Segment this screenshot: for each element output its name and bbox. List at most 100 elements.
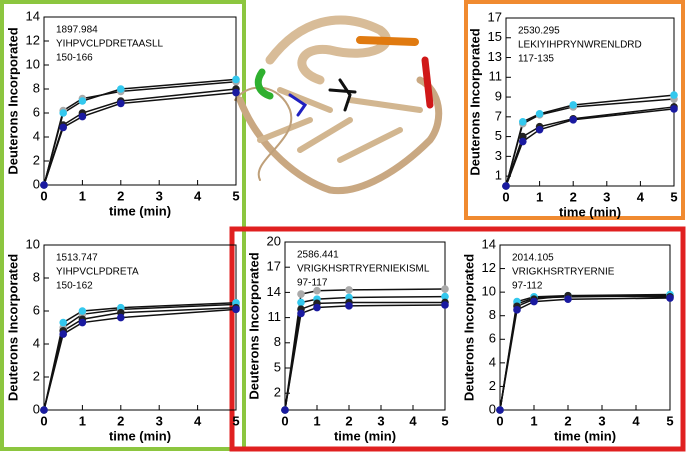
data-point <box>513 306 521 314</box>
x-tick-label: 3 <box>603 189 610 204</box>
x-tick-label: 5 <box>232 188 239 203</box>
annotation: 2014.105 <box>512 253 554 264</box>
x-tick-label: 1 <box>536 189 543 204</box>
y-tick-label: 13 <box>488 49 502 64</box>
x-tick-label: 1 <box>79 188 86 203</box>
annotation: VRIGKHSRTRYERNIE <box>512 267 615 278</box>
y-tick-label: 0 <box>489 401 496 416</box>
y-tick-label: 8 <box>33 269 40 284</box>
data-point <box>441 301 449 309</box>
x-tick-label: 0 <box>496 413 503 428</box>
y-tick-label: 11 <box>268 309 282 324</box>
fit-line <box>505 108 675 187</box>
annotation: 1897.984 <box>56 25 98 36</box>
x-tick-label: 0 <box>40 413 47 428</box>
data-point <box>78 307 87 315</box>
x-axis-label: time (min) <box>334 428 396 443</box>
x-tick-label: 2 <box>345 413 352 428</box>
plot-frame <box>43 16 237 186</box>
helix <box>265 15 391 85</box>
y-tick-label: 14 <box>26 8 40 23</box>
data-point <box>40 181 48 189</box>
annotation: 2530.295 <box>518 26 560 37</box>
fit-line <box>499 297 671 411</box>
sheet <box>257 87 423 163</box>
y-tick-label: 17 <box>267 259 281 274</box>
data-point <box>78 97 87 105</box>
data-point <box>40 406 48 414</box>
x-axis-label: time (min) <box>109 428 171 443</box>
y-tick-label: 5 <box>495 128 502 143</box>
x-tick-label: 3 <box>156 413 163 428</box>
y-tick-label: 0 <box>33 401 40 416</box>
y-tick-label: 4 <box>489 354 496 369</box>
x-tick-label: 4 <box>632 413 640 428</box>
x-tick-label: 0 <box>502 189 509 204</box>
y-tick-label: 0 <box>33 176 40 191</box>
fit-line <box>499 293 671 411</box>
annotation: 2586.441 <box>297 250 339 261</box>
x-tick-label: 2 <box>117 188 124 203</box>
y-tick-label: 15 <box>488 29 502 44</box>
data-point <box>535 110 544 118</box>
x-tick-label: 3 <box>598 413 605 428</box>
x-tick-label: 4 <box>194 413 202 428</box>
fit-line <box>499 294 671 411</box>
data-point <box>569 101 577 109</box>
data-point <box>232 88 240 97</box>
fit-line <box>43 306 237 411</box>
y-tick-label: 10 <box>26 56 40 71</box>
x-axis-label: time (min) <box>559 204 621 219</box>
fit-line <box>43 81 237 186</box>
data-point <box>281 406 289 414</box>
x-tick-label: 5 <box>441 413 448 428</box>
data-point <box>535 125 544 134</box>
y-tick-label: 11 <box>489 69 503 84</box>
green-helix <box>254 68 274 100</box>
y-tick-label: 12 <box>26 32 40 47</box>
data-point <box>117 85 125 93</box>
y-tick-label: 8 <box>33 80 40 95</box>
plot-frame <box>284 241 446 411</box>
data-point <box>519 117 527 126</box>
x-tick-label: 4 <box>637 189 645 204</box>
data-point <box>530 297 538 306</box>
annotation: YIHPVCLPDRETA <box>56 267 139 278</box>
x-axis-label: time (min) <box>109 203 171 218</box>
y-tick-label: 14 <box>267 284 281 299</box>
fit-line <box>284 295 446 411</box>
fit-line <box>284 301 445 411</box>
y-tick-label: 14 <box>482 236 496 251</box>
data-point <box>496 406 504 414</box>
x-tick-label: 5 <box>666 413 673 428</box>
y-tick-label: 5 <box>274 359 281 374</box>
x-axis-label: time (min) <box>554 428 616 443</box>
y-tick-label: 2 <box>33 152 40 167</box>
y-tick-label: 2 <box>33 368 40 383</box>
data-point <box>441 292 449 301</box>
annotation: 150-166 <box>56 53 93 64</box>
fit-line <box>43 88 237 186</box>
annotation: 1513.747 <box>56 253 98 264</box>
data-point <box>232 75 240 84</box>
y-tick-label: 9 <box>495 88 502 103</box>
protein-structure <box>234 15 443 195</box>
y-tick-label: 8 <box>489 307 496 322</box>
data-point <box>564 295 572 304</box>
x-tick-label: 5 <box>670 189 677 204</box>
y-tick-label: 4 <box>33 335 40 350</box>
y-tick-label: 6 <box>33 302 40 317</box>
y-tick-label: 6 <box>489 331 496 346</box>
x-tick-label: 2 <box>570 189 577 204</box>
y-tick-label: 7 <box>495 108 502 123</box>
data-point <box>232 305 240 314</box>
data-point <box>59 123 67 132</box>
y-tick-label: 2 <box>489 378 496 393</box>
y-tick-label: 2 <box>274 385 281 400</box>
y-tick-label: 1 <box>495 168 502 183</box>
plot-frame <box>499 244 671 411</box>
fit-line <box>284 288 446 411</box>
annotation: 97-112 <box>512 281 543 292</box>
data-point <box>502 182 510 190</box>
